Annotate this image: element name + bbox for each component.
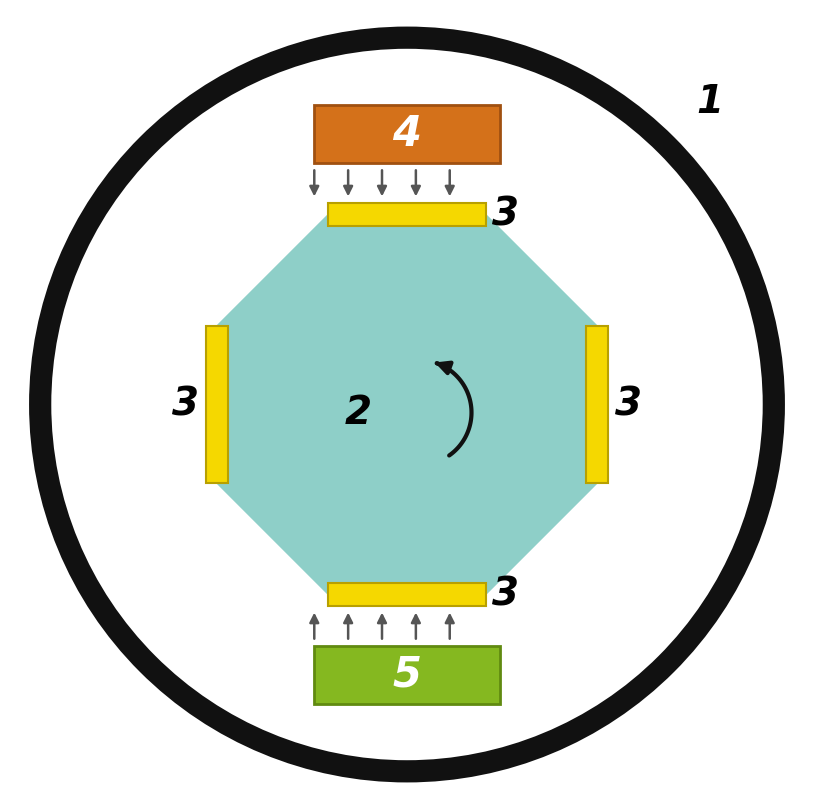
Text: 3: 3 [492,575,519,613]
Text: 3: 3 [172,386,199,423]
Circle shape [40,38,774,771]
Text: 2: 2 [345,393,372,431]
Bar [585,326,608,483]
Polygon shape [217,214,597,595]
Text: 1: 1 [696,83,723,121]
Text: 3: 3 [492,196,519,234]
Text: 4: 4 [392,113,422,155]
Bar [206,326,229,483]
Bar [314,105,500,163]
Bar [328,203,486,226]
Text: 3: 3 [615,386,642,423]
Bar [314,646,500,704]
Bar [328,583,486,606]
Text: 5: 5 [392,654,422,696]
